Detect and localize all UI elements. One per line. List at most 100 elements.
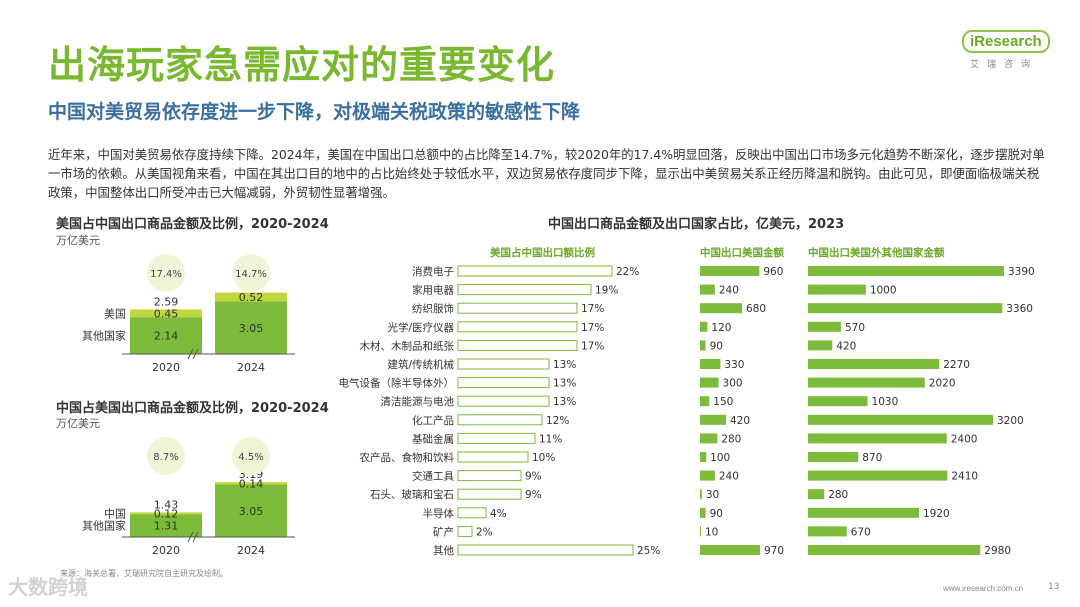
page-title: 出海玩家急需应对的重要变化 (48, 43, 556, 87)
chart1-xtick-2020: 2020 (152, 361, 180, 374)
chart3-s0-label-0: 22% (616, 266, 639, 278)
chart3-s1-bar-13 (700, 507, 706, 518)
chart1-legend-base: 其他国家 (82, 329, 126, 343)
chart3-s0-bar-3 (457, 321, 578, 333)
chart2-bar-base-2024 (215, 484, 287, 537)
chart3-category-0: 消费电子 (412, 265, 454, 278)
chart3-s1-bar-6 (700, 377, 719, 388)
chart3-s1-bar-15 (700, 545, 760, 555)
chart3-s2-bar-14 (808, 526, 847, 537)
chart1-bar-top-2024 (215, 292, 287, 302)
page-subtitle: 中国对美贸易依存度进一步下降，对极端关税政策的敏感性下降 (48, 101, 581, 123)
chart3-s0-label-2: 17% (581, 303, 604, 315)
chart3-s2-label-1: 1000 (870, 285, 897, 297)
chart2-title: 中国占美国出口商品金额及比例，2020-2024 (56, 401, 329, 416)
chart3-s2-bar-1 (808, 284, 866, 295)
chart1-label-base-2024: 3.05 (239, 322, 264, 335)
chart3-s1-bar-12 (700, 489, 702, 500)
page-number: 13 (1048, 582, 1060, 592)
chart3-s1-label-7: 150 (713, 396, 733, 408)
chart2-label-base-2020: 1.31 (154, 520, 179, 533)
chart3-s2-bar-11 (808, 470, 948, 481)
chart3-s1-bar-10 (700, 452, 707, 462)
chart1-unit: 万亿美元 (56, 234, 100, 247)
chart3-s1-label-2: 680 (746, 303, 766, 315)
logo-subtext: 艾瑞咨询 (970, 60, 1039, 70)
chart3-s1-label-4: 90 (710, 340, 723, 352)
chart3-s0-bar-15 (457, 544, 634, 556)
chart3-s1-label-13: 90 (710, 508, 723, 520)
source-note: 来源：海关总署，艾瑞研究院自主研究及绘制。 (60, 569, 228, 578)
website-url: www.iresearch.com.cn (943, 584, 1024, 593)
chart3-s1-label-12: 30 (706, 489, 719, 501)
chart3-category-13: 半导体 (423, 507, 455, 520)
chart3-s0-label-5: 13% (553, 359, 576, 371)
chart3-s1-label-1: 240 (719, 285, 739, 297)
chart3-s2-bar-3 (808, 321, 841, 332)
chart3-s1-label-8: 420 (730, 415, 750, 427)
chart1-axis-break-1 (187, 348, 194, 360)
chart3-s2-label-14: 670 (851, 526, 871, 538)
chart3-s0-label-7: 13% (553, 396, 576, 408)
chart2-label-top-2024: 0.14 (239, 477, 264, 490)
iresearch-logo: iResearch 艾瑞咨询 (962, 30, 1056, 70)
chart1-bar-top-2020 (130, 309, 202, 318)
chart3-s2-label-15: 2980 (984, 545, 1011, 557)
chart2-legend-top: 中国 (104, 507, 126, 520)
chart3-series-header-0: 美国占中国出口额比例 (490, 246, 595, 259)
chart3-s2-bar-0 (808, 266, 1004, 276)
chart3-s1-label-5: 330 (724, 359, 744, 371)
chart3-s2-label-7: 1030 (872, 396, 899, 408)
chart1-ratio-2024: 14.7% (235, 269, 267, 280)
chart2-unit: 万亿美元 (56, 417, 100, 430)
chart3-s1-bar-3 (700, 321, 708, 332)
chart3-s1-label-14: 10 (705, 526, 718, 538)
chart1-ratio-bubble-2024 (232, 254, 270, 292)
chart1-ratio-bubble-2020 (147, 254, 185, 292)
chart2-ratio-2020: 8.7% (153, 452, 178, 463)
chart3-s0-bar-2 (457, 302, 578, 314)
chart1-ratio-2020: 17.4% (150, 269, 182, 280)
chart2-ratio-bubble-2024 (232, 437, 270, 475)
chart3-s1-bar-14 (700, 526, 701, 537)
chart3-s0-label-8: 12% (546, 415, 569, 427)
chart3-s0-label-9: 11% (539, 433, 562, 445)
chart3-s2-label-2: 3360 (1006, 303, 1033, 315)
chart3-s2-label-11: 2410 (951, 471, 978, 483)
chart3-category-5: 建筑/传统机械 (387, 358, 454, 371)
chart2-legend-base: 其他国家 (82, 519, 126, 533)
chart3-s1-bar-2 (700, 303, 743, 314)
chart3-s2-bar-8 (808, 414, 994, 425)
chart1-legend-top: 美国 (104, 307, 126, 320)
chart3-s0-bar-6 (457, 377, 550, 389)
chart3-s1-bar-0 (700, 266, 760, 276)
chart3-s0-bar-10 (457, 451, 529, 463)
chart3-s0-bar-14 (457, 525, 473, 537)
chart3-category-1: 家用电器 (412, 284, 454, 297)
chart3-category-4: 木材、木制品和纸张 (360, 339, 455, 352)
chart3-s1-label-15: 970 (764, 545, 784, 557)
chart3-s0-bar-7 (457, 395, 550, 407)
chart1-label-top-2024: 0.52 (239, 291, 264, 304)
watermark: 大数跨境 (8, 575, 88, 599)
chart2-ratio-bubble-2020 (147, 437, 185, 475)
chart2-xtick-2020: 2020 (152, 544, 180, 557)
chart3-s0-bar-11 (457, 470, 522, 482)
chart3-s1-label-11: 240 (719, 471, 739, 483)
chart3-s0-label-4: 17% (581, 340, 604, 352)
chart2-total-2020: 1.43 (154, 498, 179, 511)
chart3-s0-bar-4 (457, 339, 578, 351)
chart1-axis-break-2 (192, 348, 199, 360)
chart3-s1-label-3: 120 (711, 322, 731, 334)
chart2-ratio-2024: 4.5% (238, 452, 263, 463)
chart1-bar-base-2024 (215, 301, 287, 354)
chart2-label-top-2020: 0.12 (154, 507, 179, 520)
chart3-s2-bar-12 (808, 489, 825, 500)
chart2-svg: 1.310.121.4320208.7%3.050.143.1920244.5%… (82, 437, 295, 557)
chart3-s2-label-12: 280 (828, 489, 848, 501)
chart3-s2-bar-4 (808, 340, 833, 351)
chart3-category-11: 交通工具 (412, 470, 454, 483)
chart3-category-12: 石头、玻璃和宝石 (370, 488, 454, 501)
chart3-s0-label-6: 13% (553, 378, 576, 390)
